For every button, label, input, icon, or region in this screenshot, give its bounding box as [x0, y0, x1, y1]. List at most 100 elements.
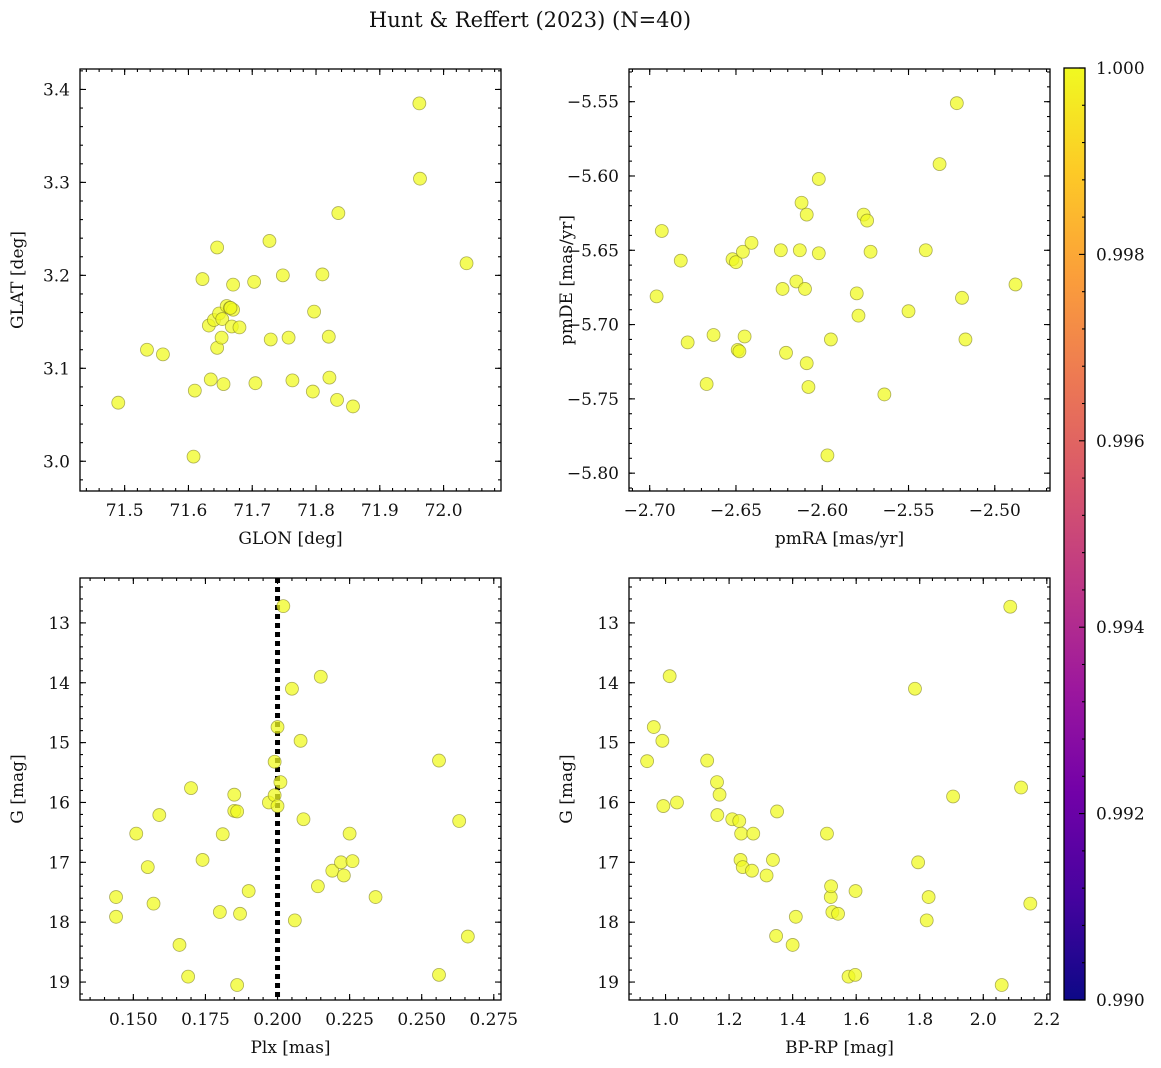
data-point: [109, 890, 123, 904]
y-tick-label: 19: [48, 973, 70, 993]
data-point: [732, 344, 747, 359]
y-tick-label: −5.55: [567, 93, 619, 113]
y-tick-label: 17: [48, 853, 70, 873]
data-point: [811, 172, 826, 186]
data-point: [811, 246, 826, 261]
data-point: [156, 347, 170, 362]
data-point: [744, 235, 759, 250]
x-tick-label: 1.8: [906, 1010, 933, 1030]
data-point: [216, 377, 231, 392]
x-tick-label: 1.6: [843, 1010, 870, 1030]
y-tick-label: 18: [597, 913, 619, 933]
colorbar-tick-label: 0.990: [1096, 991, 1145, 1011]
y-tick-label: 13: [48, 614, 70, 634]
data-point: [680, 335, 695, 350]
data-point: [759, 868, 774, 883]
data-point: [184, 781, 198, 796]
plot-frame: [628, 68, 1051, 492]
y-axis-label: G [mag]: [557, 754, 577, 823]
data-point: [831, 906, 845, 921]
colorbar-gradient: [1064, 68, 1085, 1000]
data-point: [315, 267, 330, 282]
data-point: [227, 787, 242, 802]
x-tick-label: 0.225: [325, 1010, 374, 1030]
data-point: [186, 449, 201, 464]
data-point: [1003, 599, 1018, 614]
data-point: [172, 938, 187, 952]
colorbar-tick-label: 0.992: [1096, 805, 1145, 825]
data-point: [273, 775, 288, 790]
x-tick-label: 0.250: [397, 1010, 446, 1030]
data-point: [412, 96, 427, 111]
data-point: [958, 332, 973, 347]
data-point: [305, 384, 320, 399]
data-point: [673, 253, 688, 268]
y-tick-label: 13: [597, 614, 619, 634]
data-point: [654, 224, 669, 238]
x-tick-label: 71.7: [233, 501, 271, 521]
data-point: [187, 383, 202, 398]
y-tick-label: 17: [597, 853, 619, 873]
data-point: [223, 300, 238, 315]
data-point: [734, 826, 749, 841]
data-point: [275, 268, 290, 283]
data-point: [276, 599, 291, 614]
data-point: [798, 282, 812, 296]
plot-frame: [628, 577, 1051, 1001]
data-point: [785, 938, 800, 952]
data-point: [799, 207, 814, 222]
scatter-panel-1: 71.5 71.6 71.7 71.8 71.9 72.0 3.0 3.1 3.2 3.3 3.4 G…: [8, 68, 502, 549]
colorbar-tick-label: 0.996: [1096, 432, 1145, 452]
data-point: [285, 373, 300, 388]
data-point: [706, 328, 721, 342]
data-point: [111, 395, 126, 410]
y-tick-label: −5.65: [567, 241, 619, 261]
data-point: [210, 240, 225, 255]
data-point: [901, 304, 916, 319]
data-point: [911, 855, 926, 870]
data-point: [646, 720, 661, 734]
data-point: [851, 308, 866, 323]
data-point: [262, 234, 277, 248]
data-point: [215, 827, 230, 842]
data-point: [321, 329, 336, 344]
y-tick-label: 19: [597, 973, 619, 993]
data-point: [794, 195, 809, 210]
data-point: [700, 753, 715, 768]
data-point: [1023, 896, 1038, 911]
y-tick-label: −5.70: [567, 316, 619, 336]
data-points: [649, 96, 1023, 463]
data-point: [710, 775, 724, 790]
data-point: [313, 669, 328, 684]
data-point: [322, 370, 337, 385]
data-points: [640, 599, 1038, 992]
data-point: [129, 826, 144, 841]
data-point: [248, 376, 263, 391]
data-point: [270, 799, 285, 813]
x-tick-label: 0.175: [181, 1010, 230, 1030]
y-tick-label: −5.60: [567, 167, 619, 187]
data-point: [346, 399, 360, 414]
x-tick-label: 2.0: [970, 1010, 997, 1030]
colorbar-tick-label: 0.994: [1096, 618, 1145, 638]
data-point: [203, 372, 218, 387]
data-point: [746, 826, 761, 841]
data-point: [775, 282, 790, 296]
data-point: [860, 213, 875, 228]
data-point: [799, 356, 814, 371]
data-point: [848, 884, 863, 898]
data-point: [766, 853, 780, 867]
y-tick-label: 3.1: [43, 359, 70, 379]
x-tick-label: 71.6: [170, 501, 208, 521]
x-tick-label: 0.200: [253, 1010, 302, 1030]
plot-frame: [79, 68, 502, 492]
data-point: [662, 669, 677, 684]
colorbar: 0.990 0.992 0.994 0.996 0.998 1.000: [1063, 59, 1145, 1011]
data-point: [863, 244, 878, 259]
data-point: [267, 754, 282, 769]
y-tick-label: 16: [48, 793, 70, 813]
data-point: [270, 720, 285, 734]
y-axis-label: GLAT [deg]: [8, 231, 28, 329]
y-tick-label: 3.0: [43, 452, 70, 472]
